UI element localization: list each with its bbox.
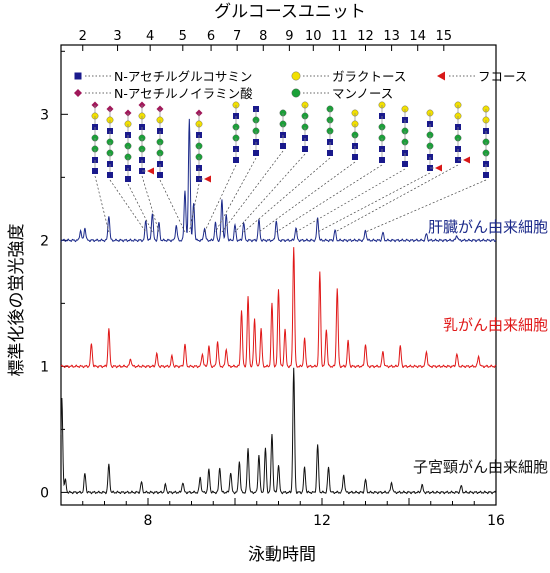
x-tick-label: 16 <box>487 513 505 529</box>
glcnac-square <box>233 157 239 163</box>
glcnac-square <box>280 143 286 149</box>
glcnac-square <box>253 150 259 156</box>
top-tick-label: 12 <box>357 29 374 44</box>
legend-label: N-アセチルグルコサミン <box>114 69 252 84</box>
y-axis-title: 標準化後の蛍光強度 <box>7 224 27 377</box>
series-line <box>60 247 497 369</box>
pointer-line <box>276 164 383 233</box>
pointer-line <box>258 161 356 233</box>
top-tick-label: 11 <box>331 29 348 44</box>
pointer-line <box>94 175 110 233</box>
pointer-line <box>215 157 257 233</box>
glcnac-square <box>483 172 489 178</box>
pointer-line <box>141 175 160 233</box>
pointer-line <box>127 183 153 233</box>
fucose-triangle <box>147 167 154 175</box>
y-tick-label: 2 <box>40 233 49 249</box>
pointer-line <box>317 172 431 233</box>
glcnac-square <box>92 168 98 174</box>
legend-label: マンノース <box>332 86 393 101</box>
y-tick-label: 0 <box>40 485 49 501</box>
legend-circle-icon <box>291 71 301 81</box>
pointer-line <box>365 179 487 233</box>
x-tick-label: 12 <box>313 513 331 529</box>
top-tick-label: 8 <box>259 29 267 44</box>
top-tick-label: 2 <box>79 29 87 44</box>
x-tick-label: 8 <box>144 513 153 529</box>
pointer-line <box>109 179 147 233</box>
glcnac-square <box>352 154 358 160</box>
glycan-structure-icons <box>91 101 490 233</box>
legend-label: フコース <box>478 69 527 84</box>
series-line <box>60 118 497 243</box>
fucose-triangle <box>463 156 470 164</box>
legend-square-icon <box>74 72 82 80</box>
pointer-line <box>221 150 284 233</box>
glcnac-square <box>125 176 131 182</box>
top-tick-label: 15 <box>436 29 453 44</box>
series-label: 肝臓がん由来細胞 <box>428 218 548 236</box>
top-tick-label: 10 <box>305 29 322 44</box>
x-axis-title: 泳動時間 <box>248 545 316 565</box>
top-tick-label: 4 <box>146 29 154 44</box>
pointer-line <box>159 179 186 233</box>
top-tick-label: 5 <box>179 29 187 44</box>
top-tick-label: 14 <box>409 29 426 44</box>
pointer-line <box>234 153 306 233</box>
fucose-triangle <box>435 164 442 172</box>
pointer-line <box>204 164 237 233</box>
glcnac-square <box>302 146 308 152</box>
legend-label: ガラクトース <box>332 69 406 84</box>
fucose-triangle <box>204 175 211 183</box>
legend-circle-icon <box>291 88 301 98</box>
legend-label: N-アセチルノイラミン酸 <box>114 86 253 101</box>
series-label: 子宮頸がん由来細胞 <box>413 458 548 476</box>
top-tick-label: 13 <box>383 29 400 44</box>
pointer-line <box>188 183 200 233</box>
top-tick-label: 6 <box>207 29 215 44</box>
series-label: 乳がん由来細胞 <box>443 316 548 334</box>
glcnac-square <box>402 161 408 167</box>
top-tick-label: 3 <box>113 29 121 44</box>
y-tick-label: 3 <box>40 107 49 123</box>
pointer-line <box>295 168 406 233</box>
glcnac-square <box>107 172 113 178</box>
top-tick-label: 7 <box>233 29 241 44</box>
pointer-line <box>334 164 459 233</box>
legend-diamond-icon <box>74 89 82 97</box>
y-tick-label: 1 <box>40 359 49 375</box>
pointer-line <box>243 157 331 233</box>
glcnac-square <box>157 172 163 178</box>
glcnac-square <box>379 157 385 163</box>
legend-triangle-icon <box>437 71 445 81</box>
top-axis-title: グルコースユニット <box>214 2 366 22</box>
series-line <box>60 367 497 495</box>
top-tick-label: 9 <box>285 29 293 44</box>
glcnac-square <box>327 150 333 156</box>
